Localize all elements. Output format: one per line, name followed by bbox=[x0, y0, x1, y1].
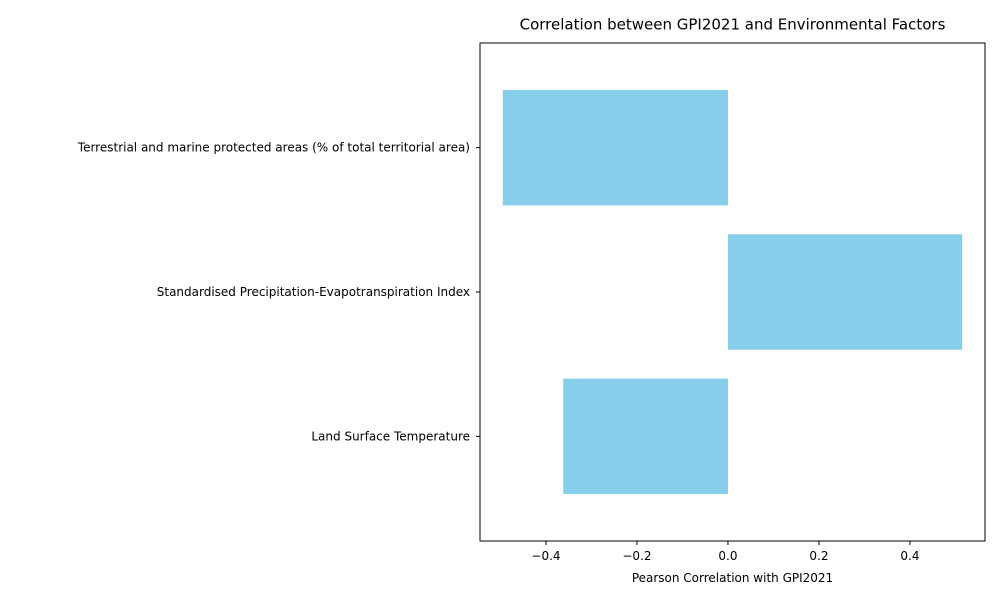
axes-group: −0.4 −0.2 0.0 0.2 0.4 Terrestrial and marine … bbox=[77, 42, 986, 563]
y-tick-label: Terrestrial and marine protected areas (… bbox=[77, 141, 470, 155]
y-tick-label: Land Surface Temperature bbox=[311, 429, 470, 443]
bars-group bbox=[502, 89, 963, 495]
bar-1 bbox=[727, 234, 963, 350]
x-tick-label: 0.0 bbox=[718, 549, 737, 563]
bar-0 bbox=[502, 89, 728, 206]
x-tick-label: −0.2 bbox=[622, 549, 651, 563]
x-tick-label: 0.2 bbox=[809, 549, 828, 563]
x-tick-label: −0.4 bbox=[531, 549, 560, 563]
bar-2 bbox=[563, 378, 728, 495]
y-tick-label: Standardised Precipitation-Evapotranspir… bbox=[157, 285, 470, 299]
chart-title: Correlation between GPI2021 and Environm… bbox=[520, 16, 946, 34]
x-axis-label: Pearson Correlation with GPI2021 bbox=[632, 571, 833, 585]
x-tick-label: 0.4 bbox=[900, 549, 919, 563]
